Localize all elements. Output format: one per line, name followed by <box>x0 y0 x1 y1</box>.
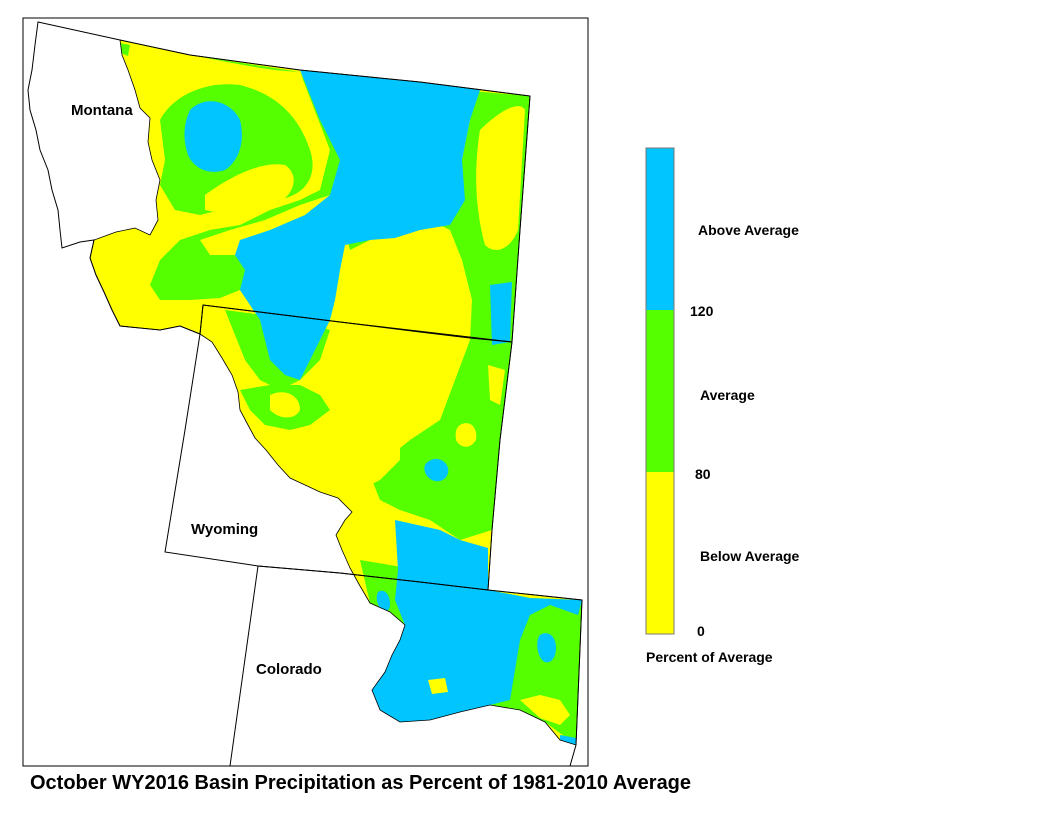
state-label-montana: Montana <box>71 102 133 119</box>
montana-boundary <box>27 21 531 343</box>
legend-bar-border <box>645 147 675 635</box>
legend-label-below-average: Below Average <box>700 548 800 564</box>
legend-swatch-average <box>646 310 674 472</box>
colorado-boundary <box>229 565 583 767</box>
state-label-colorado: Colorado <box>256 661 322 678</box>
state-label-wyoming: Wyoming <box>191 521 258 538</box>
state-boundaries <box>27 21 583 767</box>
legend-break-0: 0 <box>697 623 705 639</box>
legend-label-average: Average <box>700 387 755 403</box>
legend-break-120: 120 <box>690 303 714 319</box>
basin-outline <box>89 39 583 746</box>
legend: Above Average Average Below Average 120 … <box>645 147 800 665</box>
legend-swatch-below-average <box>646 472 674 634</box>
below-average-islands <box>205 106 570 725</box>
legend-break-80: 80 <box>695 466 711 482</box>
legend-swatch-above-average <box>646 148 674 310</box>
legend-caption: Percent of Average <box>646 649 773 665</box>
above-average-zones <box>184 70 582 745</box>
legend-label-above-average: Above Average <box>698 222 799 238</box>
map-title: October WY2016 Basin Precipitation as Pe… <box>30 772 692 794</box>
